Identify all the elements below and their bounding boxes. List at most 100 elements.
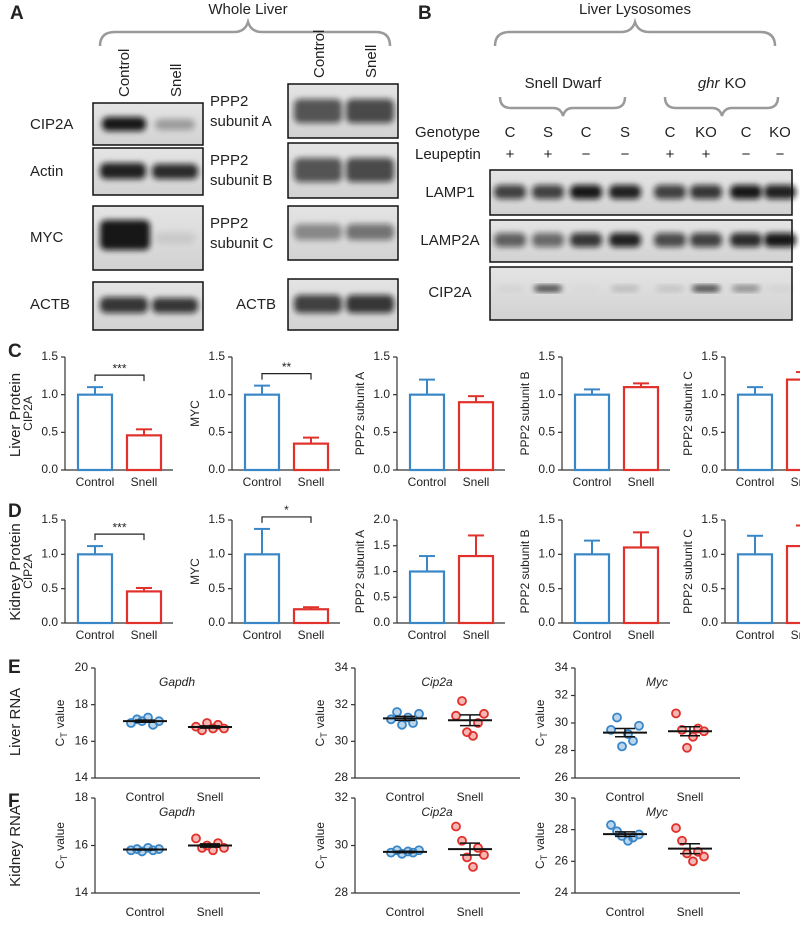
bracket xyxy=(498,96,627,117)
bar xyxy=(292,442,330,472)
y-tick-label: 0.0 xyxy=(373,462,390,476)
y-tick-label: 1.5 xyxy=(538,512,555,526)
genotype: S xyxy=(620,124,630,141)
y-axis-label-sub: T xyxy=(59,854,69,860)
y-axis-label: CTvalue xyxy=(313,699,329,746)
x-tick-label: Control xyxy=(408,475,447,489)
significance: ** xyxy=(282,360,292,374)
y-tick-label: 32 xyxy=(335,697,349,711)
y-tick-label: 30 xyxy=(335,734,349,748)
x-tick-label: Snell xyxy=(457,790,484,804)
band xyxy=(294,224,342,240)
x-tick-label: Control xyxy=(76,475,115,489)
y-tick-label: 30 xyxy=(335,838,349,852)
band xyxy=(494,233,526,247)
significance: *** xyxy=(112,361,126,375)
data-point xyxy=(479,850,489,860)
x-tick-label: Control xyxy=(243,628,282,642)
column-label: Control xyxy=(116,49,133,97)
panel-label: C xyxy=(8,341,22,362)
band xyxy=(496,286,524,291)
data-point xyxy=(392,707,402,717)
y-tick-label: 34 xyxy=(335,660,349,674)
bracket xyxy=(493,17,777,47)
leupeptin: − xyxy=(742,146,751,163)
y-tick-label: 28 xyxy=(555,822,569,836)
group-label: ghr KO xyxy=(698,75,746,92)
y-tick-label: 0.5 xyxy=(701,581,718,595)
panel-label: F xyxy=(8,791,20,812)
y-axis-label: CTvalue xyxy=(53,699,69,746)
genotype: KO xyxy=(695,124,717,141)
bar xyxy=(457,401,495,472)
y-axis-label: PPP2 subunit B xyxy=(518,529,532,613)
y-tick-label: 1.5 xyxy=(373,538,390,552)
significance-bracket xyxy=(94,533,145,541)
y-tick-label: 1.0 xyxy=(373,564,390,578)
group-label: Snell Dwarf xyxy=(525,75,603,92)
y-tick-label: 28 xyxy=(335,770,349,784)
data-point xyxy=(617,741,627,752)
blot-label: ACTB xyxy=(30,296,70,313)
y-tick-label: 1.0 xyxy=(41,387,58,401)
y-tick-label: 0.5 xyxy=(538,581,555,595)
band xyxy=(346,158,394,182)
band xyxy=(690,233,722,247)
x-tick-label: Control xyxy=(606,790,645,804)
band xyxy=(152,298,198,313)
y-axis-label-sub: T xyxy=(539,854,549,860)
y-tick-label: 1.0 xyxy=(208,387,225,401)
blot-label: CIP2A xyxy=(428,284,471,301)
band xyxy=(100,220,150,250)
panel-label: A xyxy=(10,3,24,24)
y-axis-label: CTvalue xyxy=(313,822,329,869)
genotype: C xyxy=(741,124,752,141)
bar xyxy=(573,553,611,625)
y-tick-label: 0.0 xyxy=(208,462,225,476)
x-tick-label: Control xyxy=(126,905,165,919)
y-tick-label: 20 xyxy=(75,660,89,674)
band xyxy=(764,185,796,199)
data-point xyxy=(628,735,638,746)
leupeptin: + xyxy=(702,146,711,163)
data-point xyxy=(468,730,478,741)
y-axis-label: PPP2 subunit C xyxy=(681,371,695,456)
blot-label: PPP2 xyxy=(210,215,248,232)
band xyxy=(654,233,686,247)
x-tick-label: Snell xyxy=(628,475,655,489)
significance: *** xyxy=(112,520,126,534)
group-label-plain: KO xyxy=(725,75,747,92)
bar xyxy=(785,544,800,625)
leupeptin: − xyxy=(582,146,591,163)
data-point xyxy=(682,742,692,753)
genotype: KO xyxy=(769,124,791,141)
bar xyxy=(125,590,163,625)
band xyxy=(346,99,394,123)
band xyxy=(155,119,195,130)
leupeptin: + xyxy=(506,146,515,163)
y-tick-label: 1.5 xyxy=(701,512,718,526)
band xyxy=(656,286,684,291)
bracket xyxy=(98,17,392,47)
column-label: Control xyxy=(311,30,328,78)
data-point xyxy=(451,710,461,721)
y-axis-label: CIP2A xyxy=(21,396,35,431)
y-tick-label: 0.5 xyxy=(208,581,225,595)
x-tick-label: Snell xyxy=(131,628,158,642)
band xyxy=(730,185,762,199)
x-tick-label: Snell xyxy=(298,475,325,489)
y-tick-label: 0.5 xyxy=(373,589,390,603)
band xyxy=(764,233,796,247)
y-tick-label: 30 xyxy=(555,790,569,804)
y-tick-label: 1.0 xyxy=(701,387,718,401)
band xyxy=(102,117,146,131)
x-tick-label: Control xyxy=(573,475,612,489)
y-axis-label-part: C xyxy=(533,737,547,746)
y-axis-label: PPP2 subunit C xyxy=(681,529,695,614)
data-point xyxy=(671,708,681,719)
row-label: Kidney Protein xyxy=(7,523,24,621)
data-point xyxy=(414,708,424,719)
y-tick-label: 0.0 xyxy=(373,615,390,629)
data-point xyxy=(457,696,467,706)
data-point xyxy=(612,712,622,723)
